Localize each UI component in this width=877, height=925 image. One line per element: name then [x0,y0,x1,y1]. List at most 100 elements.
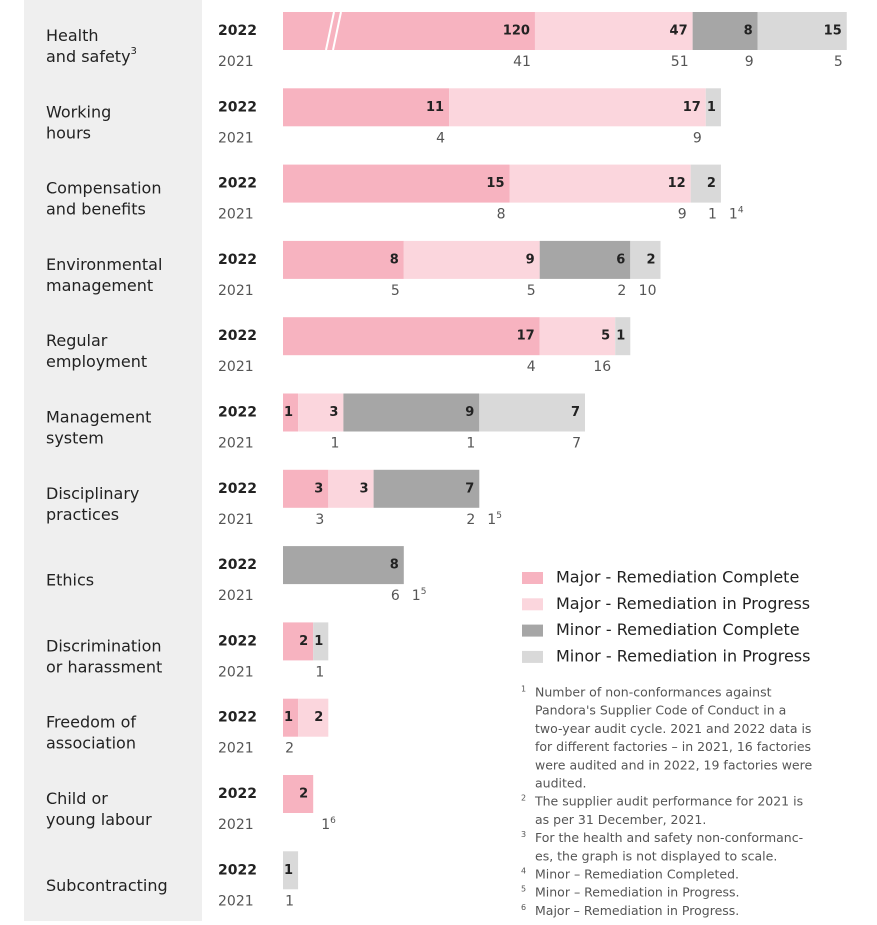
footnote-text: The supplier audit performance for 2021 … [534,794,803,809]
value-2021: 2 [466,512,475,528]
year-label: 2022 [218,328,257,344]
footnote-mark: 2 [521,794,526,803]
value-2021: 16 [321,816,336,834]
year-label: 2022 [218,786,257,802]
year-label: 2021 [218,436,254,452]
category-label: Ethics [46,570,94,589]
category-label-line: management [46,275,153,294]
value-2021: 2 [285,741,294,757]
footnote-mark: 6 [521,903,526,912]
year-label: 2021 [218,741,254,757]
category-label-line: young labour [46,810,152,829]
category-label: Health [46,26,99,45]
value-2021: 10 [639,283,657,299]
value-label: 7 [465,481,474,496]
bar-segment [534,12,693,50]
value-label: 1 [284,863,293,878]
footnote-text: for different factories – in 2021, 16 fa… [535,739,811,754]
footnote-text: es, the graph is not displayed to scale. [535,848,777,863]
footnote-text: Major – Remediation in Progress. [535,903,739,918]
value-label: 2 [299,634,308,649]
legend-swatch [522,650,543,663]
bar-segment [283,88,450,127]
footnote-text: Minor – Remediation in Progress. [535,885,740,900]
value-label: 47 [670,24,688,39]
category-label: association [46,733,136,752]
category-label: management [46,275,153,294]
value-2021: 5 [391,283,400,299]
value-label: 8 [390,252,399,267]
value-2021: 9 [678,207,687,223]
category-label: Compensation [46,178,161,197]
value-label: 9 [526,252,535,267]
year-label: 2021 [218,359,254,375]
year-label: 2022 [218,557,257,573]
year-label: 2022 [218,23,257,39]
legend-swatch [522,624,543,637]
category-label: Regular [46,331,108,350]
category-label-line: Working [46,102,111,121]
category-label: Management [46,407,151,426]
category-label-line: practices [46,504,119,523]
category-label: Subcontracting [46,875,168,894]
category-label: and benefits [46,199,146,218]
category-label: or harassment [46,657,162,676]
value-label: 120 [503,24,530,39]
footnote-text: Pandora's Supplier Code of Conduct in a [535,703,786,718]
bar-segment [283,393,299,432]
year-label: 2022 [218,99,257,115]
value-2021-number: 1 [729,207,738,223]
category-label: practices [46,504,119,523]
value-2021-number: 1 [321,817,330,833]
value-label: 2 [314,710,323,725]
bar-segment [692,12,758,50]
year-label: 2022 [218,710,257,726]
axis-break [332,11,342,51]
bar-segment [283,317,540,356]
category-label-line: Child or [46,789,108,808]
legend-swatch [522,572,543,584]
value-label: 8 [390,558,399,573]
category-label-line: and benefits [46,199,146,218]
legend-swatch [522,598,543,611]
category-label: and safety3 [46,46,137,66]
bar-segment [757,12,847,50]
value-2021: 9 [745,54,754,70]
footnote-ref: 6 [330,816,336,826]
value-2021: 6 [391,588,400,604]
category-label-line: Freedom of [46,712,136,731]
category-label: hours [46,123,91,142]
value-label: 3 [314,481,323,496]
year-label: 2021 [218,130,254,146]
category-label-line: association [46,733,136,752]
bar-segment [343,393,480,432]
category-label-line: Management [46,407,151,426]
year-label: 2022 [218,405,257,421]
bar-segment [615,317,631,356]
value-2021: 41 [513,54,531,70]
year-label: 2021 [218,207,254,223]
value-label: 2 [299,787,308,802]
value-label: 2 [707,176,716,191]
value-2021: 1 [285,893,294,909]
category-label: Freedom of [46,712,136,731]
value-2021: 15 [412,587,427,605]
category-label-line: hours [46,123,91,142]
value-2021: 14 [729,205,744,223]
category-label-line: Compensation [46,178,161,197]
footnote-ref: 5 [421,587,427,597]
value-2021: 2 [617,283,626,299]
value-2021: 51 [671,54,689,70]
category-label-line: and safety [46,47,131,66]
category-label-line: Subcontracting [46,875,168,894]
value-label: 1 [314,634,323,649]
footnote-mark: 1 [521,685,526,694]
category-label-line: Ethics [46,570,94,589]
category-label-line: employment [46,352,147,371]
category-label-line: Health [46,26,99,45]
value-2021: 3 [315,512,324,528]
axis-break [325,11,335,51]
bar-segment [283,775,314,813]
value-2021: 15 [487,510,502,528]
legend-label: Major - Remediation Complete [556,568,799,587]
